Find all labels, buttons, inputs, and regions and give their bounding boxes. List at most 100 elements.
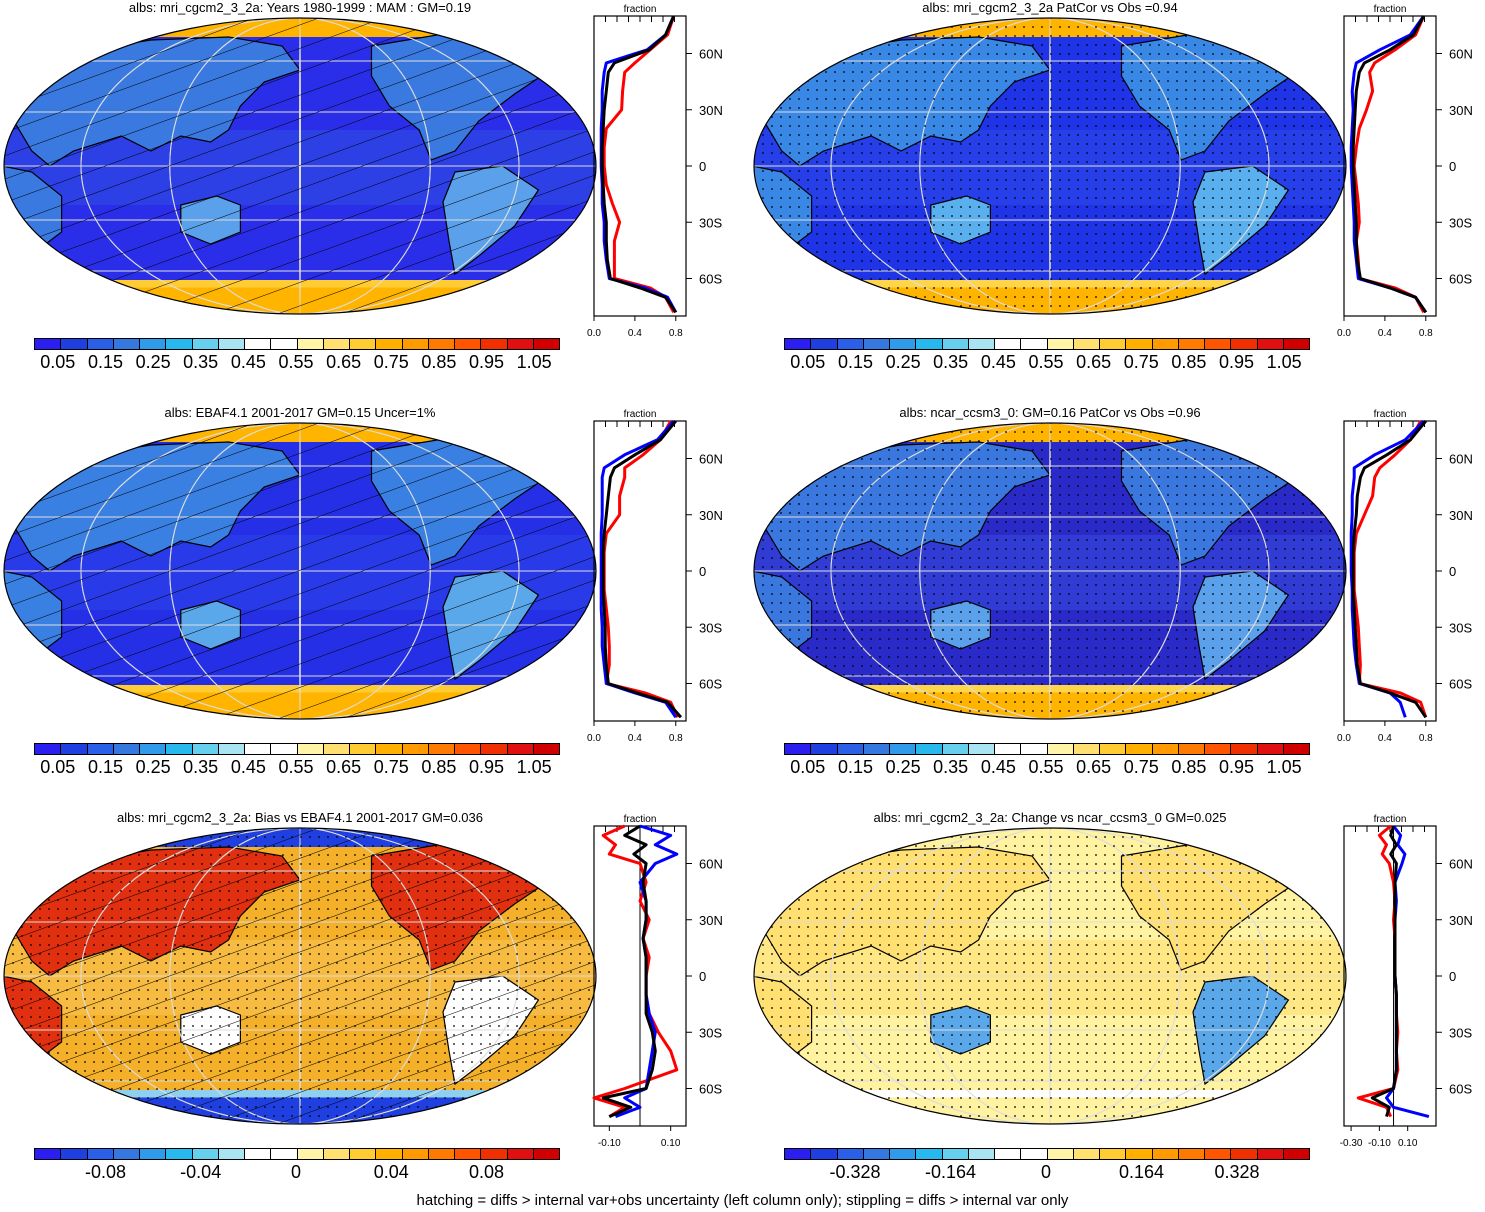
colorbar-cell bbox=[1047, 744, 1074, 754]
colorbar-cell bbox=[837, 744, 864, 754]
colorbar-cell bbox=[1100, 744, 1127, 754]
colorbar-tick-label: -0.08 bbox=[84, 1162, 127, 1182]
colorbar-tick-label: 0.45 bbox=[230, 757, 266, 777]
colorbar-cell bbox=[1126, 744, 1153, 754]
profile-series-line bbox=[602, 420, 680, 718]
colorbar-tick-label: 0.95 bbox=[468, 352, 505, 372]
colorbar-cell bbox=[1126, 1149, 1153, 1159]
profile-ytick-label: 30N bbox=[699, 508, 723, 523]
profile-series-line bbox=[599, 420, 678, 719]
profile-ytick-label: 60N bbox=[1449, 452, 1473, 467]
profile-ytick-label: 30S bbox=[699, 620, 722, 635]
colorbar-cell bbox=[942, 744, 969, 754]
profile-series-line bbox=[592, 824, 679, 1118]
profile-xtick-label: 0.4 bbox=[628, 328, 642, 339]
map-title: albs: mri_cgcm2_3_2a: Years 1980-1999 : … bbox=[128, 0, 472, 15]
colorbar-cell bbox=[87, 1149, 114, 1159]
colorbar-tick-label: 0.55 bbox=[1028, 352, 1064, 372]
colorbar-cell bbox=[1126, 339, 1153, 349]
colorbar-tick-label: 0.55 bbox=[278, 757, 314, 777]
colorbar-tick-label: 0.95 bbox=[1218, 757, 1255, 777]
map-field bbox=[4, 18, 596, 314]
profile-ytick-label: 60S bbox=[699, 1082, 722, 1097]
profile-title: fraction bbox=[624, 409, 657, 420]
colorbar-cell bbox=[863, 744, 890, 754]
profile-ytick-label: 0 bbox=[1449, 969, 1456, 984]
profile-ytick-label: 30S bbox=[699, 215, 722, 230]
map-title: albs: mri_cgcm2_3_2a: Change vs ncar_ccs… bbox=[873, 810, 1227, 825]
colorbar-cell bbox=[218, 339, 245, 349]
colorbar-tick-label: 0.75 bbox=[1123, 352, 1159, 372]
colorbar-cell bbox=[533, 1149, 559, 1159]
colorbar-cell bbox=[1205, 339, 1232, 349]
map-plot bbox=[753, 17, 1347, 315]
colorbar-cell bbox=[350, 744, 377, 754]
profile-ytick-label: 0 bbox=[699, 969, 706, 984]
profile-series-line bbox=[1349, 419, 1425, 718]
colorbar-cell bbox=[113, 1149, 140, 1159]
map-plot bbox=[753, 422, 1347, 720]
colorbar-cell bbox=[890, 1149, 917, 1159]
colorbar-cell bbox=[863, 1149, 890, 1159]
colorbar-cell bbox=[245, 744, 272, 754]
colorbar-cell bbox=[350, 1149, 377, 1159]
colorbar-cell bbox=[271, 1149, 298, 1159]
profile-xtick-label: 0.4 bbox=[1378, 733, 1392, 744]
map-field bbox=[754, 18, 1346, 314]
profile-ytick-label: 60S bbox=[699, 677, 722, 692]
colorbar-tick-label: 0.05 bbox=[40, 352, 76, 372]
profile-xtick-label: 0.10 bbox=[1398, 1138, 1418, 1149]
colorbar-cell bbox=[1047, 1149, 1074, 1159]
profile-ytick-label: 60S bbox=[1449, 1082, 1472, 1097]
map-panel: albs: mri_cgcm2_3_2a: Change vs ncar_ccs… bbox=[750, 810, 1485, 1200]
colorbar-cell bbox=[376, 1149, 403, 1159]
colorbar-tick-label: 1.05 bbox=[1266, 757, 1302, 777]
colorbar-cell bbox=[1257, 744, 1284, 754]
colorbar-cell bbox=[995, 1149, 1022, 1159]
colorbar-tick-label: 0.45 bbox=[230, 352, 266, 372]
colorbar-cell bbox=[811, 1149, 838, 1159]
colorbar-cell bbox=[1073, 1149, 1100, 1159]
colorbar-cell bbox=[271, 339, 298, 349]
colorbar-cell bbox=[1021, 339, 1048, 349]
colorbar-cell bbox=[350, 339, 377, 349]
colorbar-cell bbox=[428, 1149, 455, 1159]
colorbar-cell bbox=[140, 339, 167, 349]
profile-ytick-label: 0 bbox=[699, 564, 706, 579]
colorbar-cell bbox=[218, 1149, 245, 1159]
colorbar-cell bbox=[1205, 1149, 1232, 1159]
colorbar-tick-label: 0.05 bbox=[40, 757, 76, 777]
colorbar-cell bbox=[785, 339, 812, 349]
map-panel: albs: mri_cgcm2_3_2a: Bias vs EBAF4.1 20… bbox=[0, 810, 735, 1200]
colorbar-cell bbox=[402, 339, 429, 349]
colorbar-cell bbox=[87, 744, 114, 754]
colorbar-cell bbox=[533, 744, 559, 754]
colorbar-tick-label: 0.55 bbox=[278, 352, 314, 372]
profile-ytick-label: 30N bbox=[1449, 103, 1473, 118]
profile-series-line bbox=[1351, 15, 1428, 314]
profile-series-line bbox=[1352, 420, 1428, 718]
colorbar bbox=[784, 1148, 1310, 1160]
colorbar-cell bbox=[61, 1149, 88, 1159]
colorbar-cell bbox=[1021, 744, 1048, 754]
colorbar-cell bbox=[968, 1149, 995, 1159]
colorbar-cell bbox=[35, 1149, 62, 1159]
profile-series-line bbox=[600, 15, 678, 314]
profile-xtick-label: 0.8 bbox=[1419, 733, 1433, 744]
colorbar bbox=[784, 743, 1310, 755]
colorbar-tick-label: 0.15 bbox=[837, 757, 874, 777]
colorbar-tick-label: 0.75 bbox=[373, 757, 409, 777]
colorbar-cell bbox=[402, 744, 429, 754]
colorbar-tick-label: 0.25 bbox=[135, 757, 171, 777]
colorbar-cell bbox=[1257, 339, 1284, 349]
colorbar-tick-label: 0.45 bbox=[980, 757, 1016, 777]
colorbar-cell bbox=[1283, 1149, 1309, 1159]
colorbar-tick-label: 0.05 bbox=[790, 352, 826, 372]
colorbar-tick-label: 0.65 bbox=[1076, 757, 1112, 777]
colorbar-tick-label: 0.35 bbox=[183, 757, 219, 777]
profile-ytick-label: 0 bbox=[1449, 159, 1456, 174]
profile-xtick-label: 0.0 bbox=[587, 733, 601, 744]
profile-title: fraction bbox=[1374, 814, 1407, 825]
profile-xtick-label: 0.4 bbox=[628, 733, 642, 744]
colorbar-cell bbox=[192, 1149, 219, 1159]
